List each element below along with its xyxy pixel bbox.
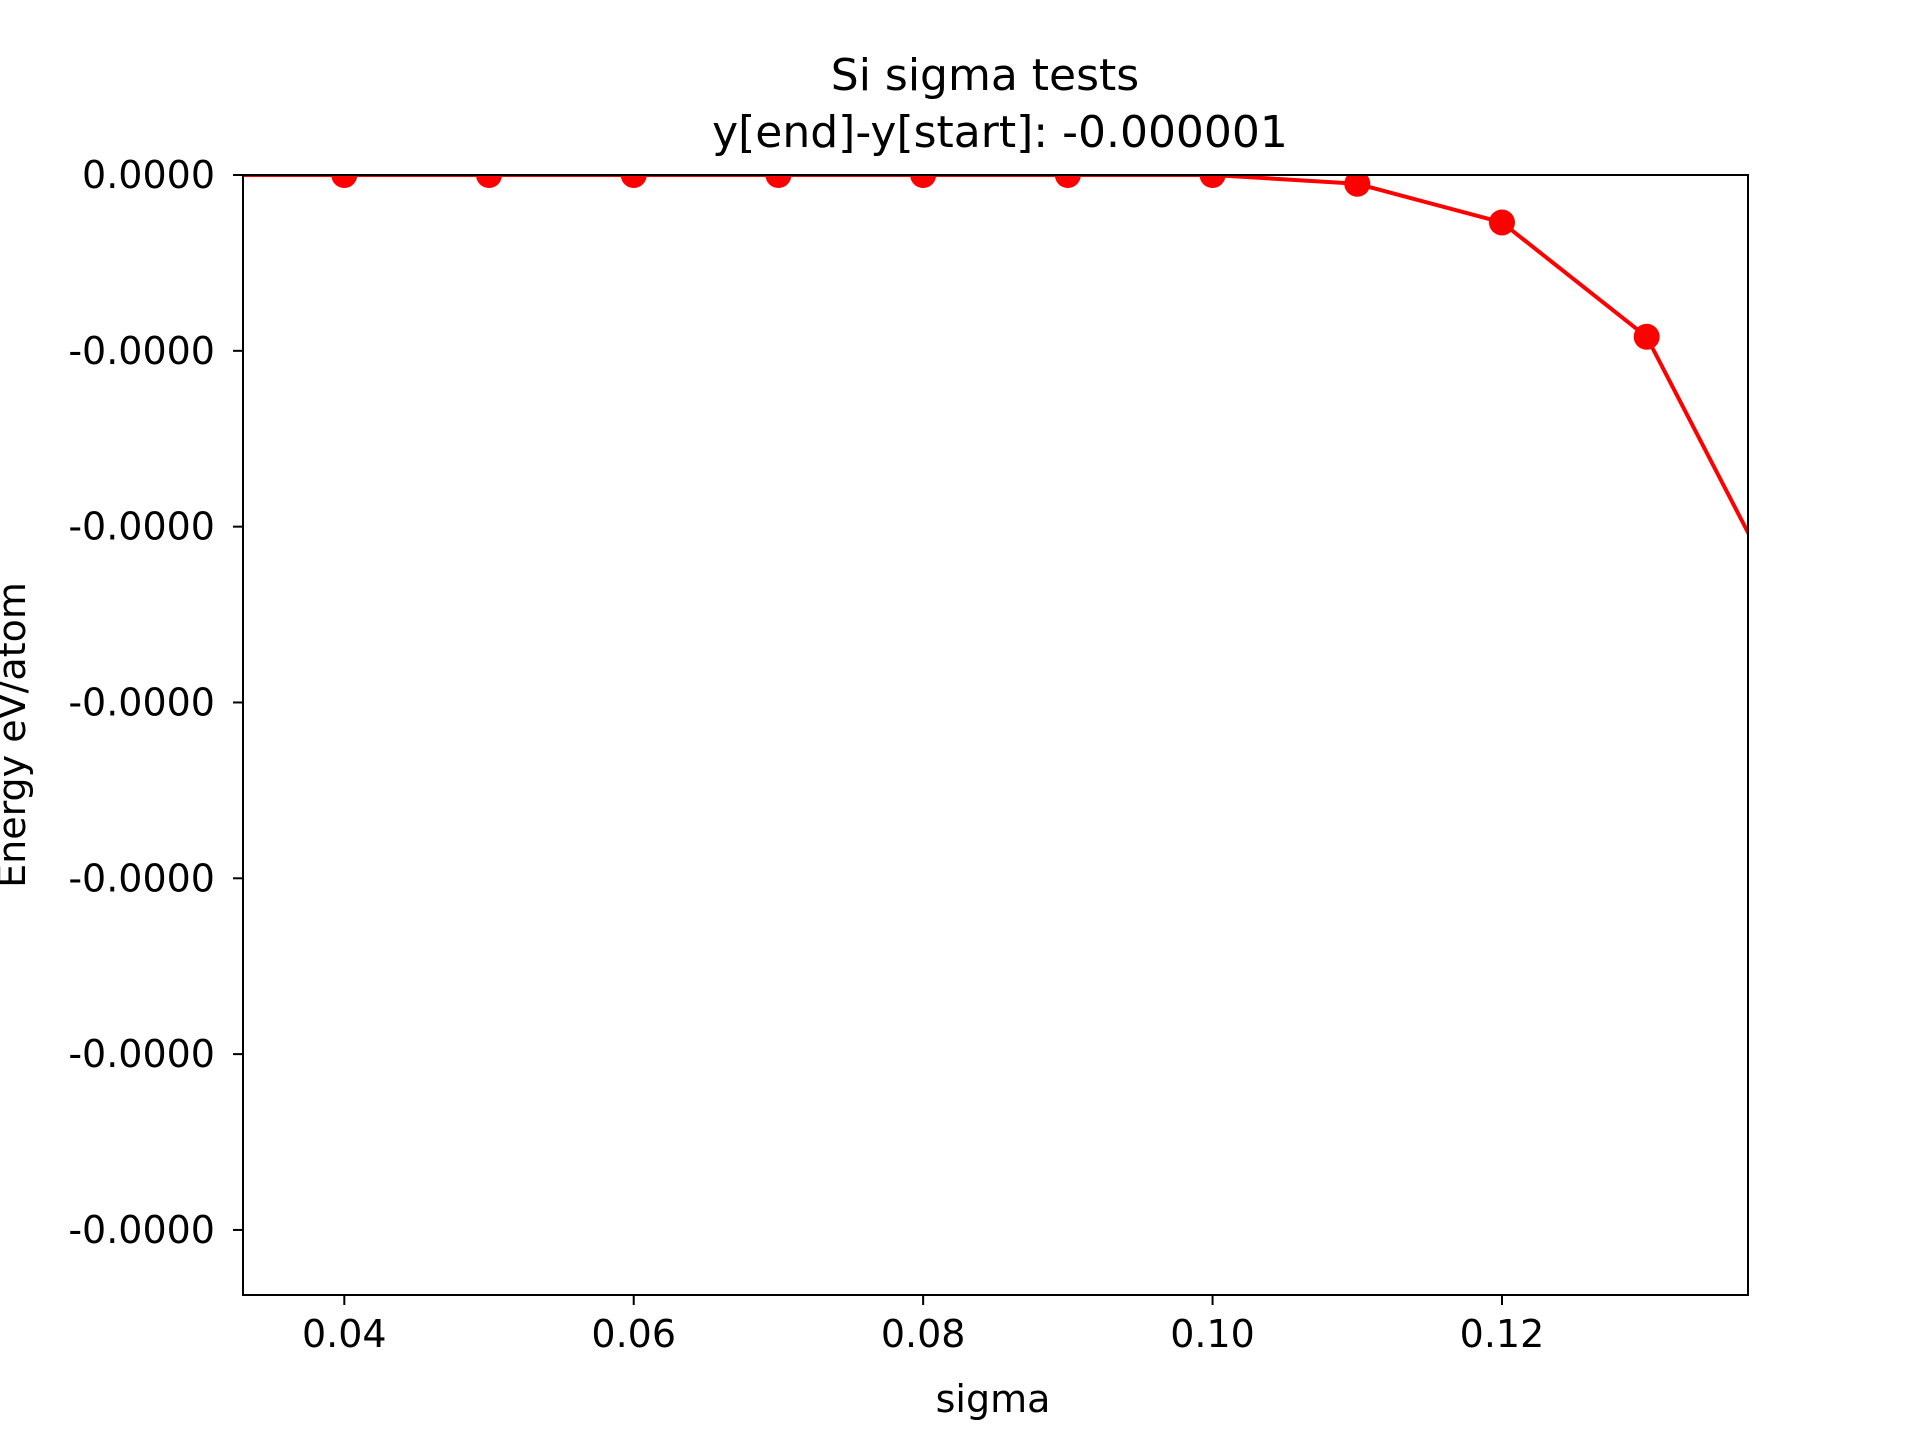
x-tick-label: 0.12 — [1460, 1312, 1545, 1356]
data-point-marker — [1344, 175, 1371, 197]
x-axis-ticks: 0.04 0.06 0.08 0.10 0.12 — [302, 1295, 1544, 1356]
data-point-marker — [476, 175, 503, 188]
data-point-marker — [765, 175, 792, 188]
data-point-marker — [331, 175, 358, 188]
series-line — [243, 175, 1748, 537]
y-axis-ticks: 0.0000 -0.0000 -0.0000 -0.0000 -0.0000 -0.000… — [68, 153, 243, 1252]
y-axis-label: Energy eV/atom — [0, 582, 34, 888]
y-tick-label: -0.0000 — [68, 329, 215, 373]
x-tick-label: 0.06 — [591, 1312, 676, 1356]
data-point-marker — [1199, 175, 1226, 188]
chart-title: Si sigma tests — [831, 50, 1139, 101]
x-tick-label: 0.04 — [302, 1312, 387, 1356]
chart-subtitle: y[end]-y[start]: -0.000001 — [712, 107, 1288, 158]
x-tick-label: 0.08 — [881, 1312, 966, 1356]
data-point-marker — [1054, 175, 1081, 188]
data-point-marker — [1488, 209, 1515, 236]
data-point-marker — [1633, 323, 1660, 350]
y-tick-label: -0.0000 — [68, 1032, 215, 1076]
x-axis-label: sigma — [936, 1377, 1051, 1421]
y-tick-label: -0.0000 — [68, 856, 215, 900]
y-tick-label: -0.0000 — [68, 1208, 215, 1252]
plot-area — [243, 175, 1748, 1295]
x-tick-label: 0.10 — [1170, 1312, 1255, 1356]
plot-frame — [242, 174, 1749, 1296]
y-tick-label: -0.0000 — [68, 505, 215, 549]
y-tick-label: -0.0000 — [68, 680, 215, 724]
data-point-marker — [620, 175, 647, 188]
data-point-marker — [910, 175, 937, 188]
series-layer — [243, 175, 1748, 537]
y-tick-label: 0.0000 — [82, 153, 215, 197]
